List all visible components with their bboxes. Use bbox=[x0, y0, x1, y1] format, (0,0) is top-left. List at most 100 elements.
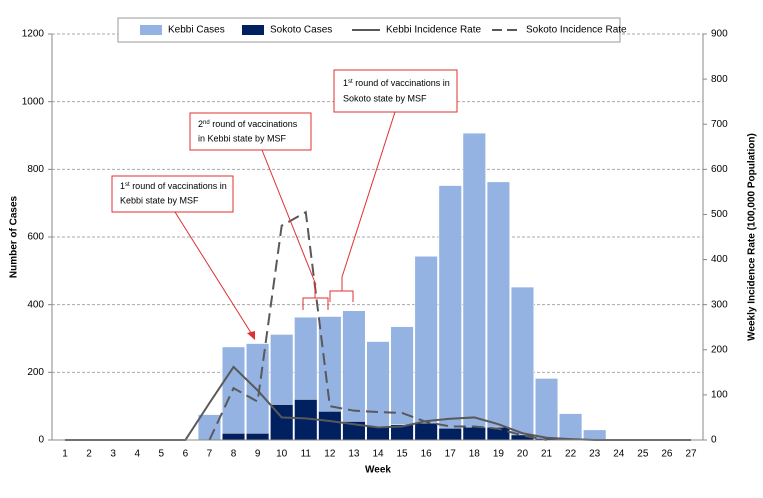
x-tick-label: 2 bbox=[86, 449, 92, 460]
bar bbox=[318, 410, 342, 441]
legend: Kebbi Cases Sokoto Cases Kebbi Incidence R… bbox=[140, 25, 627, 36]
bar bbox=[342, 310, 366, 441]
bar bbox=[462, 426, 486, 441]
legend-swatch bbox=[140, 25, 162, 35]
y2-tick-label: 200 bbox=[711, 344, 728, 355]
annotation-box bbox=[189, 112, 312, 151]
y2-tick-label: 0 bbox=[711, 435, 717, 446]
x-tick-label: 7 bbox=[207, 449, 213, 460]
bar bbox=[221, 432, 246, 441]
annotation-arrow bbox=[261, 149, 317, 286]
annotation-line: round of vaccinations bbox=[210, 119, 298, 129]
annotation-line: round of vaccinations in bbox=[353, 78, 450, 88]
annotation-text: 1st round of vaccinations in bbox=[343, 78, 450, 88]
x-tick-label: 6 bbox=[183, 449, 189, 460]
x-tick-label: 13 bbox=[348, 449, 360, 460]
x-axis-title: Week bbox=[365, 465, 391, 476]
ordinal-suffix: st bbox=[348, 79, 353, 85]
x-tick-label: 15 bbox=[397, 449, 409, 460]
y2-tick-label: 100 bbox=[711, 390, 728, 401]
bar bbox=[510, 286, 535, 441]
annotation-text: Sokoto state by MSF bbox=[343, 93, 427, 103]
bar bbox=[366, 341, 390, 441]
x-tick-label: 23 bbox=[589, 449, 601, 460]
bar bbox=[246, 432, 270, 441]
y2-tick-label: 900 bbox=[711, 29, 728, 40]
bar bbox=[438, 185, 462, 441]
annotation-arrow bbox=[341, 111, 396, 278]
y-tick-label: 400 bbox=[27, 299, 44, 310]
x-tick-label: 24 bbox=[613, 449, 625, 460]
x-tick-label: 21 bbox=[541, 449, 553, 460]
x-tick-label: 8 bbox=[231, 449, 237, 460]
x-tick-label: 22 bbox=[565, 449, 577, 460]
ordinal-suffix: st bbox=[125, 182, 130, 188]
y2-axis-title: Weekly Incidence Rate (100,000 Populatio… bbox=[747, 133, 758, 341]
legend-swatch bbox=[242, 25, 264, 35]
bar bbox=[366, 426, 390, 441]
y-tick-label: 800 bbox=[27, 164, 44, 175]
bar bbox=[486, 181, 510, 441]
ordinal: 1 bbox=[120, 181, 125, 191]
bar bbox=[534, 378, 559, 441]
y-tick-label: 600 bbox=[27, 232, 44, 243]
y-tick-label: 1000 bbox=[22, 96, 45, 107]
legend-label: Sokoto Cases bbox=[270, 25, 332, 36]
bar bbox=[438, 427, 462, 441]
annotation-box bbox=[333, 69, 458, 113]
ordinal-suffix: nd bbox=[203, 120, 210, 126]
y2-tick-label: 500 bbox=[711, 209, 728, 220]
annotation-text: 2nd round of vaccinations bbox=[198, 119, 298, 129]
legend-label: Kebbi Incidence Rate bbox=[386, 25, 482, 36]
bar bbox=[414, 256, 438, 441]
y2-tick-label: 600 bbox=[711, 164, 728, 175]
ordinal: 1 bbox=[343, 78, 348, 88]
bar bbox=[414, 422, 438, 441]
annotation-text: 1st round of vaccinations in bbox=[120, 181, 227, 191]
bar bbox=[462, 132, 486, 441]
bar bbox=[197, 414, 222, 441]
arrow-head bbox=[247, 331, 255, 340]
annotation-box bbox=[111, 175, 234, 213]
x-tick-label: 1 bbox=[62, 449, 68, 460]
annotation-text: in Kebbi state by MSF bbox=[198, 133, 287, 143]
legend-label: Kebbi Cases bbox=[168, 25, 225, 36]
x-tick-label: 11 bbox=[301, 449, 312, 460]
y2-tick-label: 400 bbox=[711, 254, 728, 265]
bracket bbox=[302, 283, 329, 310]
x-tick-label: 18 bbox=[469, 449, 481, 460]
bar bbox=[221, 346, 246, 441]
x-tick-label: 20 bbox=[517, 449, 529, 460]
y2-tick-label: 700 bbox=[711, 119, 728, 130]
x-tick-label: 12 bbox=[324, 449, 336, 460]
x-tick-label: 14 bbox=[372, 449, 384, 460]
x-tick-label: 9 bbox=[255, 449, 261, 460]
x-tick-label: 16 bbox=[421, 449, 433, 460]
x-tick-label: 25 bbox=[637, 449, 649, 460]
bar bbox=[390, 326, 414, 441]
bars bbox=[197, 132, 607, 441]
x-tick-label: 3 bbox=[110, 449, 116, 460]
annotations: 1st round of vaccinations in Kebbi state… bbox=[111, 69, 458, 340]
y-tick-label: 1200 bbox=[22, 29, 45, 40]
annotation-text: Kebbi state by MSF bbox=[120, 195, 199, 205]
y-axis-title: Number of Cases bbox=[9, 195, 20, 278]
x-tick-label: 10 bbox=[276, 449, 288, 460]
y2-tick-label: 300 bbox=[711, 299, 728, 310]
bracket bbox=[329, 277, 354, 302]
y2-tick-label: 800 bbox=[711, 74, 728, 85]
x-tick-label: 5 bbox=[159, 449, 165, 460]
y-tick-label: 0 bbox=[38, 435, 44, 446]
x-tick-label: 19 bbox=[493, 449, 505, 460]
annotation-line: round of vaccinations in bbox=[130, 181, 227, 191]
x-tick-label: 4 bbox=[134, 449, 140, 460]
line bbox=[208, 210, 547, 441]
bar bbox=[583, 429, 607, 441]
annotation-arrow bbox=[174, 211, 254, 337]
bar bbox=[559, 413, 583, 441]
x-tick-label: 17 bbox=[445, 449, 457, 460]
y-tick-label: 200 bbox=[27, 367, 44, 378]
legend-label: Sokoto Incidence Rate bbox=[526, 25, 627, 36]
